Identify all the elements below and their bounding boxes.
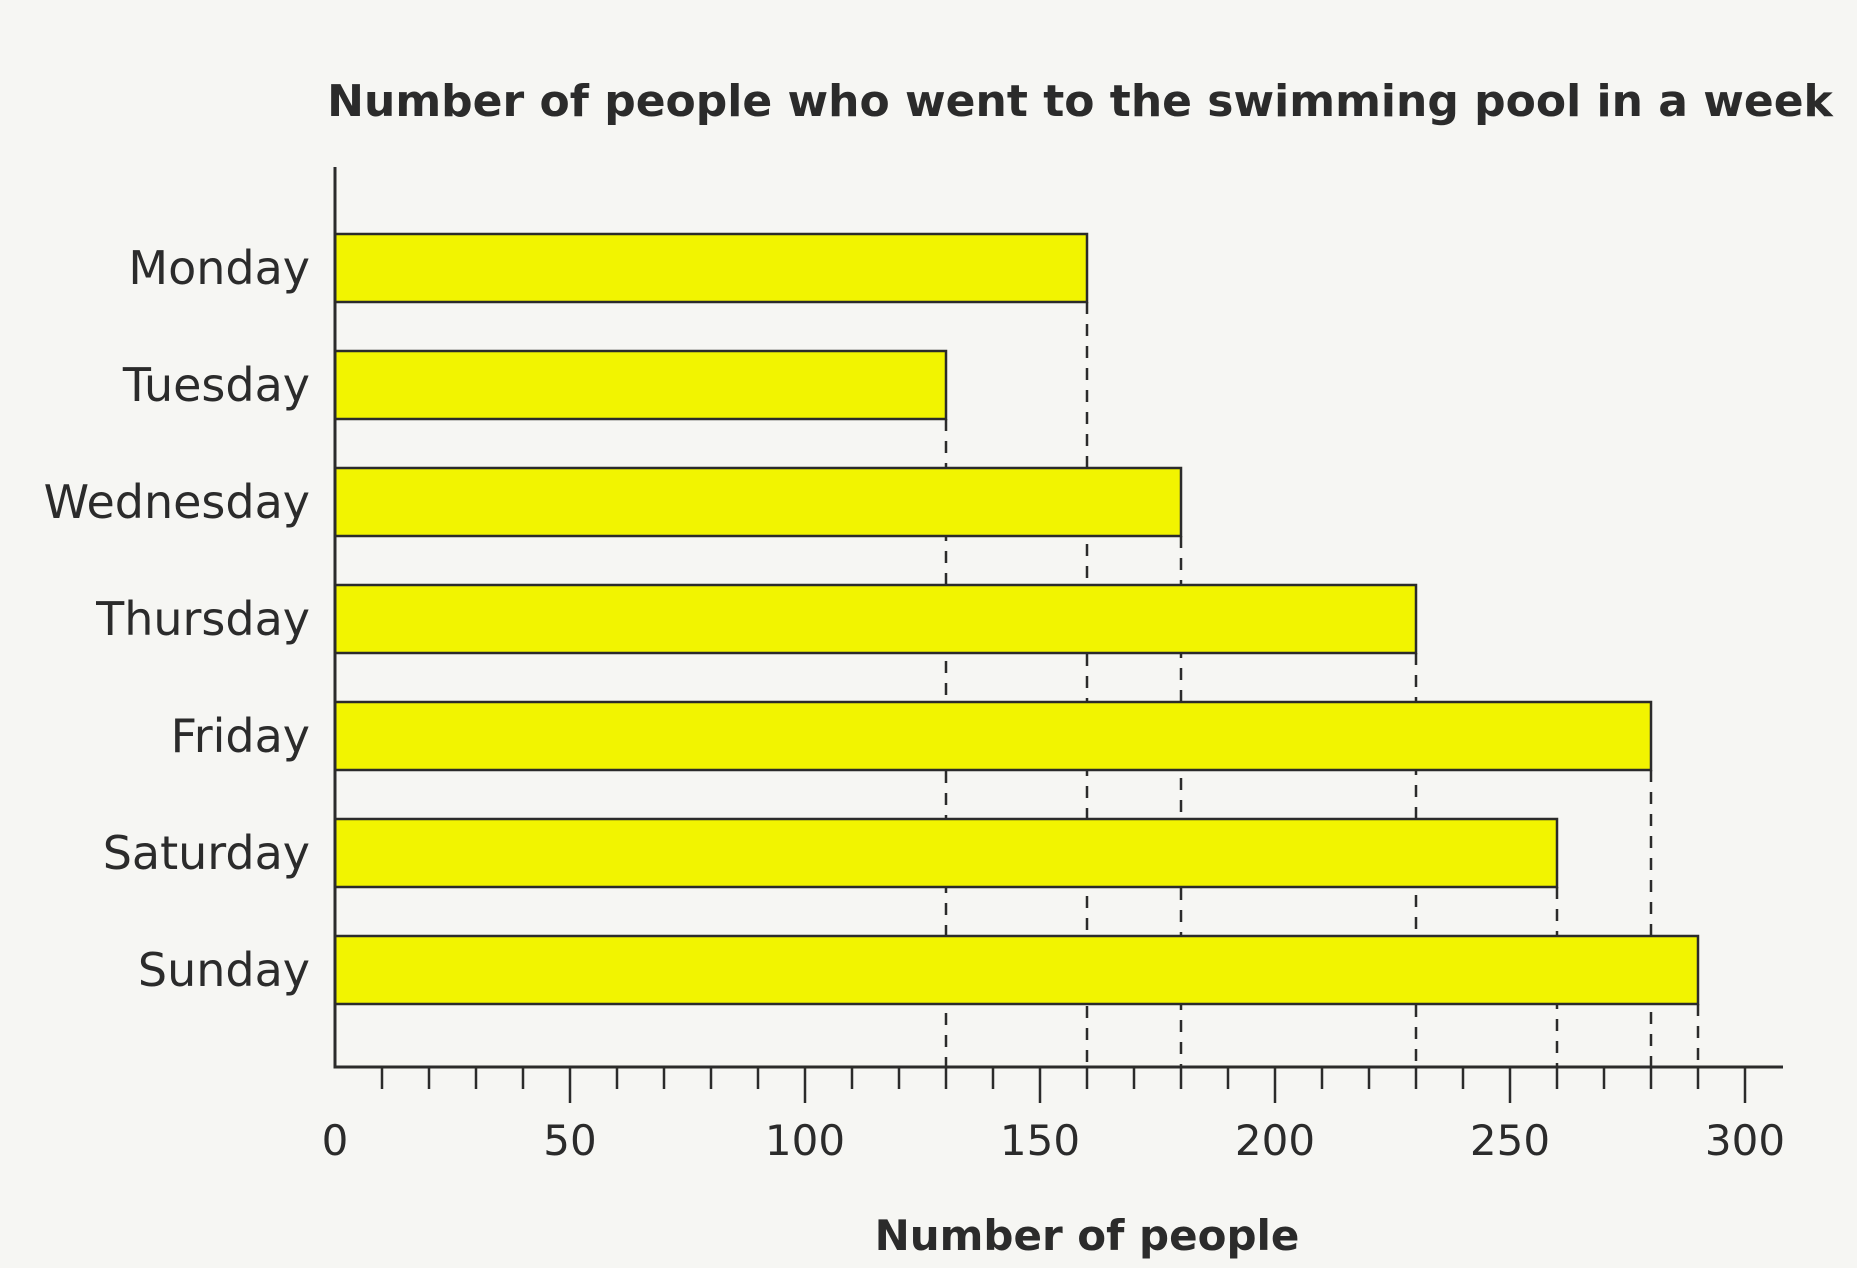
category-label: Thursday bbox=[95, 592, 310, 646]
axes bbox=[333, 167, 1783, 1069]
bar-sunday bbox=[333, 934, 1700, 1006]
bar-monday bbox=[333, 232, 1089, 304]
x-ticks bbox=[380, 1067, 1747, 1103]
bar-wednesday bbox=[333, 466, 1183, 538]
x-tick-label: 0 bbox=[322, 1116, 349, 1165]
category-label: Sunday bbox=[138, 943, 310, 997]
chart-title: Number of people who went to the swimmin… bbox=[327, 76, 1834, 127]
category-label: Wednesday bbox=[44, 475, 310, 529]
x-tick-label: 100 bbox=[765, 1116, 845, 1165]
x-tick-label: 50 bbox=[543, 1116, 596, 1165]
x-axis-label: Number of people bbox=[875, 1211, 1300, 1260]
category-label: Saturday bbox=[103, 826, 310, 880]
category-labels: Monday Tuesday Wednesday Thursday Friday Satu… bbox=[44, 241, 310, 997]
category-label: Friday bbox=[171, 709, 310, 763]
category-label: Monday bbox=[128, 241, 310, 295]
bar-friday bbox=[333, 700, 1653, 772]
bars bbox=[333, 232, 1700, 1006]
x-tick-label: 300 bbox=[1705, 1116, 1785, 1165]
x-tick-labels: 0 50 100 150 200 250 300 bbox=[322, 1116, 1785, 1165]
category-label: Tuesday bbox=[122, 358, 310, 412]
bar-saturday bbox=[333, 817, 1559, 889]
bar-tuesday bbox=[333, 349, 948, 421]
x-tick-label: 200 bbox=[1235, 1116, 1315, 1165]
x-tick-label: 250 bbox=[1470, 1116, 1550, 1165]
axis-lines bbox=[333, 167, 1783, 1069]
x-tick-label: 150 bbox=[1000, 1116, 1080, 1165]
bar-thursday bbox=[333, 583, 1418, 655]
